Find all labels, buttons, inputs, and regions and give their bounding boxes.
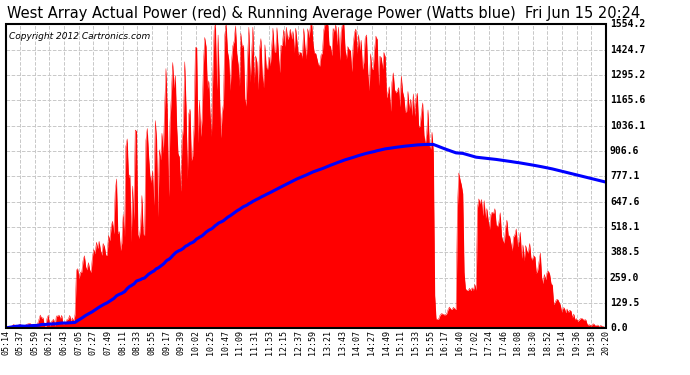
- Text: 518.1: 518.1: [610, 222, 640, 232]
- Text: 18:52: 18:52: [543, 330, 552, 356]
- Text: 1165.6: 1165.6: [610, 95, 645, 105]
- Text: 1424.7: 1424.7: [610, 45, 645, 55]
- Text: 14:27: 14:27: [367, 330, 376, 356]
- Text: 17:02: 17:02: [470, 330, 479, 356]
- Text: 12:37: 12:37: [294, 330, 303, 356]
- Text: 09:17: 09:17: [162, 330, 171, 356]
- Text: 1295.2: 1295.2: [610, 70, 645, 80]
- Text: 18:30: 18:30: [528, 330, 537, 356]
- Text: 06:21: 06:21: [45, 330, 54, 356]
- Text: 12:59: 12:59: [308, 330, 317, 356]
- Text: 17:46: 17:46: [499, 330, 508, 356]
- Text: 12:15: 12:15: [279, 330, 288, 356]
- Text: 05:59: 05:59: [30, 330, 39, 356]
- Text: 18:08: 18:08: [513, 330, 522, 356]
- Text: 06:43: 06:43: [59, 330, 68, 356]
- Text: 17:24: 17:24: [484, 330, 493, 356]
- Text: 08:33: 08:33: [132, 330, 141, 356]
- Text: 05:14: 05:14: [1, 330, 10, 356]
- Text: 0.0: 0.0: [610, 323, 628, 333]
- Text: 19:58: 19:58: [586, 330, 595, 356]
- Text: 07:27: 07:27: [89, 330, 98, 356]
- Text: 11:53: 11:53: [264, 330, 273, 356]
- Text: 20:20: 20:20: [601, 330, 611, 356]
- Text: 13:21: 13:21: [323, 330, 332, 356]
- Text: 777.1: 777.1: [610, 171, 640, 181]
- Text: 11:09: 11:09: [235, 330, 244, 356]
- Text: 16:40: 16:40: [455, 330, 464, 356]
- Text: 19:14: 19:14: [558, 330, 566, 356]
- Text: 11:31: 11:31: [250, 330, 259, 356]
- Text: 388.5: 388.5: [610, 247, 640, 257]
- Text: 09:39: 09:39: [177, 330, 186, 356]
- Text: 906.6: 906.6: [610, 146, 640, 156]
- Text: 07:49: 07:49: [104, 330, 112, 356]
- Text: 1036.1: 1036.1: [610, 121, 645, 130]
- Text: 13:43: 13:43: [338, 330, 347, 356]
- Text: 10:25: 10:25: [206, 330, 215, 356]
- Text: 259.0: 259.0: [610, 273, 640, 282]
- Text: 16:17: 16:17: [440, 330, 449, 356]
- Text: 15:55: 15:55: [426, 330, 435, 356]
- Text: 08:55: 08:55: [148, 330, 157, 356]
- Text: 647.6: 647.6: [610, 196, 640, 207]
- Text: 10:47: 10:47: [221, 330, 230, 356]
- Text: 08:11: 08:11: [118, 330, 127, 356]
- Text: 14:07: 14:07: [353, 330, 362, 356]
- Text: 1554.2: 1554.2: [610, 20, 645, 29]
- Text: 19:36: 19:36: [572, 330, 581, 356]
- Text: 14:49: 14:49: [382, 330, 391, 356]
- Text: 10:02: 10:02: [191, 330, 200, 356]
- Text: 15:33: 15:33: [411, 330, 420, 356]
- Text: West Array Actual Power (red) & Running Average Power (Watts blue)  Fri Jun 15 2: West Array Actual Power (red) & Running …: [7, 6, 640, 21]
- Text: 07:05: 07:05: [75, 330, 83, 356]
- Text: 05:37: 05:37: [16, 330, 25, 356]
- Text: 129.5: 129.5: [610, 298, 640, 308]
- Text: Copyright 2012 Cartronics.com: Copyright 2012 Cartronics.com: [8, 32, 150, 41]
- Text: 15:11: 15:11: [396, 330, 405, 356]
